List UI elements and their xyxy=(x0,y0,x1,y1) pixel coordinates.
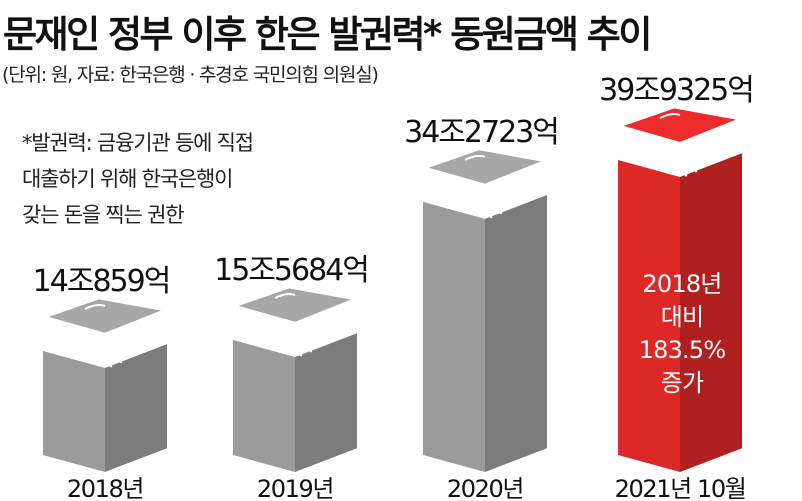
bar-front-face xyxy=(618,160,680,472)
bar-front-face xyxy=(43,350,105,472)
bar-2 xyxy=(231,286,359,472)
highlight-annotation: 2018년 xyxy=(642,270,721,298)
value-label: 15조5684억 xyxy=(214,253,368,288)
bar-front-face xyxy=(423,201,485,472)
bar-4 xyxy=(616,106,744,472)
category-label: 2020년 xyxy=(447,475,523,501)
bar-3 xyxy=(421,147,549,473)
category-label: 2021년 10월 xyxy=(615,475,746,501)
definition-line-2: 대출하기 위해 한국은행이 xyxy=(22,167,233,191)
category-label: 2019년 xyxy=(257,475,333,501)
value-label: 34조2723억 xyxy=(404,115,558,150)
value-label: 14조859억 xyxy=(33,264,170,299)
definition-note: *발권력: 금융기관 등에 직접 대출하기 위해 한국은행이 갖는 돈을 찍는 … xyxy=(22,125,254,233)
category-label: 2018년 xyxy=(67,475,143,501)
highlight-annotation: 대비 xyxy=(661,303,704,331)
highlight-annotation: 증가 xyxy=(661,369,704,397)
bar-1 xyxy=(41,297,169,472)
money-stack-icon xyxy=(231,286,359,357)
money-stack-icon xyxy=(421,147,549,219)
definition-line-3: 갖는 돈을 찍는 권한 xyxy=(22,203,185,227)
money-stack-icon xyxy=(616,106,744,177)
bar-side-face xyxy=(485,195,547,473)
bar-side-face xyxy=(295,333,357,472)
definition-line-1: *발권력: 금융기관 등에 직접 xyxy=(22,131,254,155)
money-stack-icon xyxy=(41,297,169,368)
value-label: 39조9325억 xyxy=(599,73,753,108)
highlight-annotation: 183.5% xyxy=(639,336,726,364)
bar-front-face xyxy=(233,339,295,472)
source-note: (단위: 원, 자료: 한국은행 · 추경호 국민의힘 의원실) xyxy=(2,64,379,86)
bar-side-face xyxy=(105,344,167,472)
bar-side-face xyxy=(680,153,742,472)
chart-title: 문재인 정부 이후 한은 발권력* 동원금액 추이 xyxy=(3,13,652,56)
